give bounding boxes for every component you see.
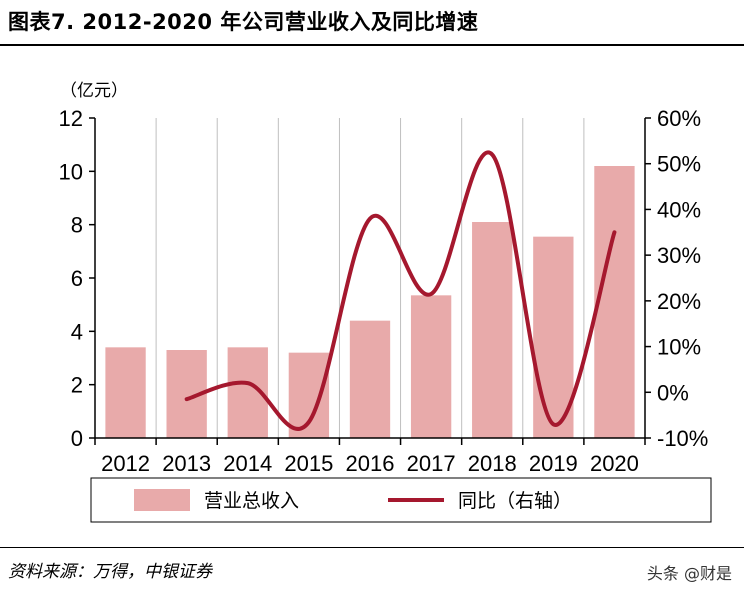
x-tick-label: 2018 [468, 451, 517, 476]
bar-2018 [472, 222, 513, 438]
right-tick-label: 40% [657, 197, 701, 222]
title-rule [0, 44, 744, 46]
x-tick-label: 2015 [284, 451, 333, 476]
x-tick-label: 2013 [162, 451, 211, 476]
line-series [184, 150, 617, 431]
left-tick-label: 6 [71, 266, 83, 291]
legend: 营业总收入 同比（右轴） [90, 477, 712, 523]
watermark: 头条 @财是 [646, 564, 732, 583]
right-tick-label: 0% [657, 380, 689, 405]
right-tick-label: -10% [657, 426, 708, 451]
bar-2017 [410, 295, 452, 438]
left-tick-label: 8 [71, 213, 83, 238]
left-axis-unit: （亿元） [60, 81, 128, 101]
bar-2019 [533, 236, 574, 438]
chart-title: 图表7. 2012-2020 年公司营业收入及同比增速 [8, 10, 479, 34]
left-tick-label: 0 [71, 426, 83, 451]
bar-2016 [349, 320, 391, 438]
legend-line-label: 同比（右轴） [458, 490, 572, 512]
left-tick-label: 4 [71, 319, 83, 344]
x-tick-label: 2016 [346, 451, 395, 476]
legend-box [90, 477, 712, 523]
grid [155, 118, 585, 438]
x-tick-label: 2014 [223, 451, 272, 476]
x-tick-label: 2017 [407, 451, 456, 476]
bar-2015 [288, 352, 330, 438]
left-tick-label: 12 [59, 106, 83, 131]
bar-series [105, 166, 635, 438]
left-tick-label: 10 [59, 159, 83, 184]
left-tick-label: 2 [71, 373, 83, 398]
footer-rule [0, 547, 744, 548]
legend-bar-swatch [134, 489, 190, 511]
x-tick-label: 2020 [590, 451, 639, 476]
x-tick-label: 2019 [529, 451, 578, 476]
bar-2020 [594, 166, 635, 438]
bar-2012 [105, 347, 146, 438]
chart: （亿元） 0 2 4 6 8 10 12 -10% 0% 10% 20% 30% 40% 50% 60% 20… [59, 81, 712, 523]
right-tick-label: 60% [657, 106, 701, 131]
legend-bar-label: 营业总收入 [204, 490, 299, 512]
axes: 0 2 4 6 8 10 12 -10% 0% 10% 20% 30% 40% 50% 60% 2012 201… [59, 106, 709, 476]
right-tick-label: 10% [657, 335, 701, 360]
x-tick-label: 2012 [101, 451, 150, 476]
right-tick-label: 20% [657, 289, 701, 314]
source-note: 资料来源：万得，中银证券 [8, 562, 212, 582]
right-tick-label: 50% [657, 152, 701, 177]
right-tick-label: 30% [657, 243, 701, 268]
